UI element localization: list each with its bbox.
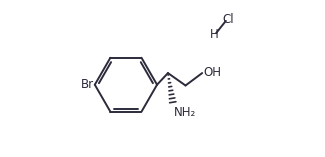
Text: Cl: Cl [222, 13, 234, 26]
Text: Br: Br [81, 78, 94, 91]
Text: OH: OH [203, 66, 221, 79]
Text: NH₂: NH₂ [174, 106, 196, 119]
Text: H: H [210, 28, 218, 41]
